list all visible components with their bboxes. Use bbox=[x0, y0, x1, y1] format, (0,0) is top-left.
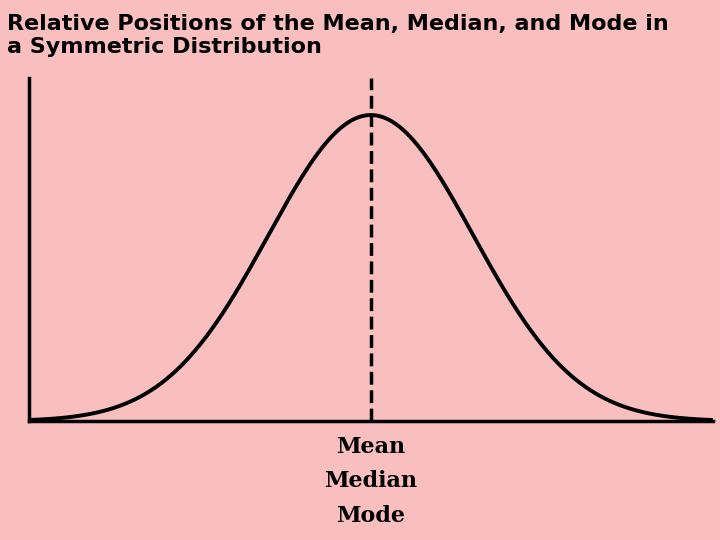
Text: Relative Positions of the Mean, Median, and Mode in
a Symmetric Distribution: Relative Positions of the Mean, Median, … bbox=[7, 14, 669, 57]
Text: Mode: Mode bbox=[336, 505, 405, 527]
Text: Median: Median bbox=[324, 470, 418, 491]
Text: Mean: Mean bbox=[336, 436, 405, 458]
